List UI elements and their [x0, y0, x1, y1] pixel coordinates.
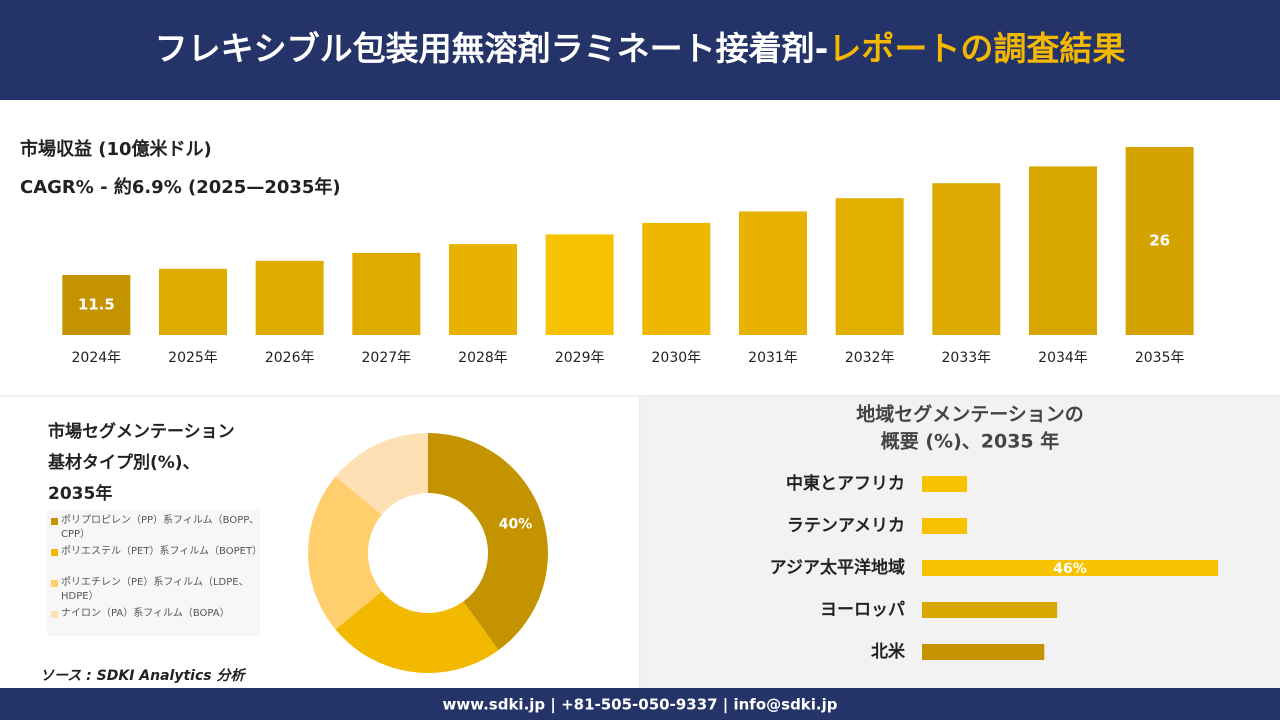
donut-slice [335, 433, 428, 515]
x-tick-label: 2030年 [652, 350, 702, 366]
bar [449, 244, 517, 335]
donut-slice [335, 591, 499, 674]
value-label: 46% [1053, 561, 1087, 577]
legend-marker [51, 549, 58, 556]
title-highlight: レポートの調査結果 [828, 29, 1125, 68]
bar [932, 183, 1001, 335]
bar [922, 476, 968, 492]
y-tick-label: ラテンアメリカ [787, 516, 905, 536]
region-panel [641, 397, 1280, 688]
x-tick-label: 2035年 [1135, 350, 1185, 366]
bar [922, 560, 1218, 576]
legend-entry: ポリプロピレン（PP）系フィルム（BOPP、CPP） [51, 514, 266, 542]
x-tick-label: 2025年 [168, 350, 218, 366]
legend-label: ポリエステル（PET）系フィルム（BOPET） [61, 546, 263, 557]
donut-title: 基材タイプ別(%)、 [47, 452, 200, 473]
x-tick-label: 2029年 [555, 350, 605, 366]
value-label: 40% [499, 517, 533, 533]
title-main: フレキシブル包装用無溶剤ラミネート接着剤- [155, 29, 829, 68]
source: ソース : SDKI Analytics 分析 [40, 667, 246, 684]
donut-slice [428, 433, 548, 651]
footer-bar [0, 688, 1280, 720]
legend-label: ポリプロピレン（PP）系フィルム（BOPP、CPP） [61, 515, 260, 540]
y-tick-label: 北米 [871, 641, 906, 662]
cagr-annotation: CAGR% - 約6.9% (2025—2035年) [20, 176, 341, 198]
bar [545, 234, 614, 335]
header-title: フレキシブル包装用無溶剤ラミネート接着剤-レポートの調査結果 [155, 29, 1126, 68]
bar [1125, 147, 1194, 335]
legend-marker [51, 611, 58, 618]
x-tick-label: 2031年 [748, 350, 798, 366]
bar [352, 252, 421, 335]
y-tick-label: 中東とアフリカ [786, 473, 905, 494]
donut-title: 市場セグメンテーション [48, 421, 235, 442]
bar [1029, 166, 1097, 335]
bar [255, 260, 324, 335]
legend-marker [51, 518, 58, 525]
bar [922, 602, 1058, 618]
bar [642, 222, 711, 335]
bar [835, 198, 904, 335]
bar-subtitle: 市場収益 (10億米ドル) [20, 138, 212, 160]
x-tick-label: 2028年 [458, 350, 508, 366]
x-tick-label: 2027年 [362, 350, 412, 366]
bar [159, 268, 227, 335]
bar [922, 644, 1045, 660]
bar [739, 211, 807, 335]
bar [62, 274, 131, 335]
x-tick-label: 2034年 [1038, 350, 1088, 366]
value-label: 26 [1149, 232, 1170, 250]
footer-contact: www.sdki.jp | +81-505-050-9337 | info@sd… [442, 696, 837, 715]
region-title: 地域セグメンテーションの [856, 403, 1084, 426]
y-tick-label: ヨーロッパ [820, 600, 905, 620]
donut-slice [307, 476, 382, 630]
bar [922, 518, 968, 534]
legend-entry: ポリエステル（PET）系フィルム（BOPET） [51, 545, 266, 559]
x-tick-label: 2033年 [942, 350, 992, 366]
x-tick-label: 2024年 [72, 350, 122, 366]
value-label: 11.5 [78, 295, 115, 313]
legend-entry: ナイロン（PA）系フィルム（BOPA） [51, 607, 266, 621]
legend: ポリプロピレン（PP）系フィルム（BOPP、CPP） ポリエステル（PET）系フィ… [47, 510, 262, 636]
x-tick-label: 2032年 [845, 350, 895, 366]
legend-label: ナイロン（PA）系フィルム（BOPA） [61, 608, 230, 619]
legend-marker [51, 580, 58, 587]
y-tick-label: アジア太平洋地域 [770, 557, 905, 578]
legend-label: ポリエチレン（PE）系フィルム（LDPE、HDPE） [61, 577, 249, 602]
region-title: 概要 (%)、2035 年 [881, 430, 1060, 453]
x-tick-label: 2026年 [265, 350, 315, 366]
legend-entry: ポリエチレン（PE）系フィルム（LDPE、HDPE） [51, 576, 266, 604]
donut-title: 2035年 [48, 483, 112, 504]
header-bar [0, 0, 1280, 100]
